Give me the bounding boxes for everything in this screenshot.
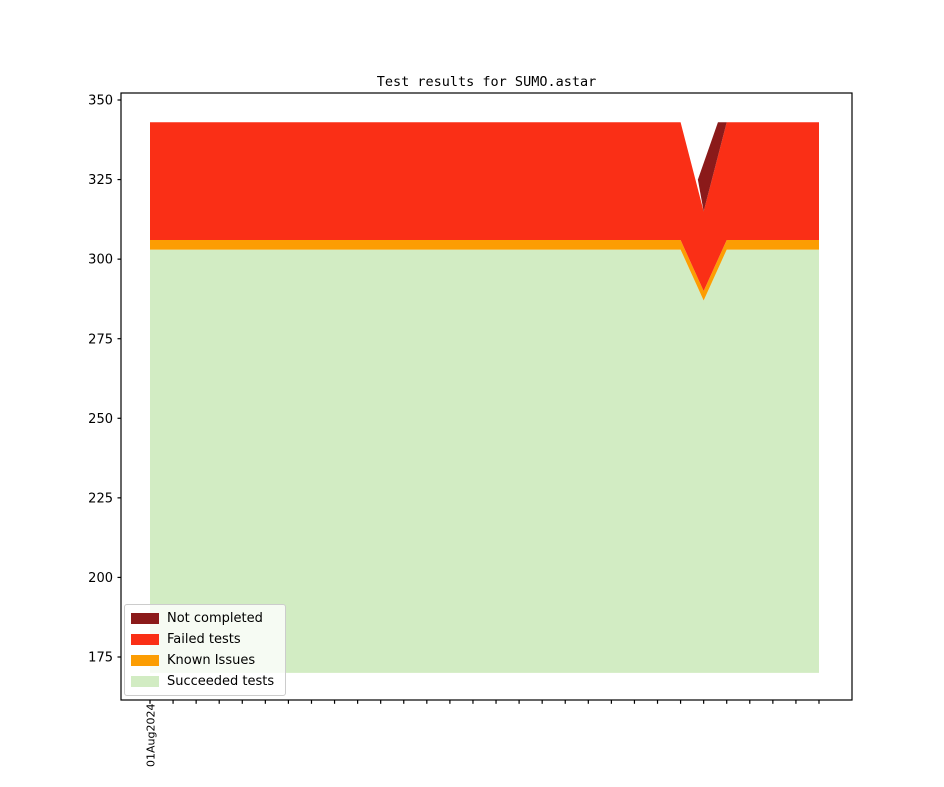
- legend-label: Succeeded tests: [167, 674, 275, 689]
- y-tick-label: 350: [88, 94, 113, 109]
- area-failed-tests: [150, 122, 819, 291]
- y-tick-label: 300: [88, 253, 113, 268]
- y-tick-label: 225: [88, 491, 113, 506]
- area-not-completed: [697, 122, 727, 212]
- area-succeeded-tests: [150, 249, 819, 673]
- legend-item: Not completed: [131, 608, 279, 629]
- chart-title: Test results for SUMO.astar: [376, 74, 597, 90]
- y-tick-label: 175: [88, 651, 113, 666]
- legend-swatch: [131, 655, 159, 666]
- legend-item: Failed tests: [131, 629, 279, 650]
- x-tick-label-date: 01Aug2024: [145, 704, 158, 767]
- x-axis-labels: 01Aug2024: [145, 704, 158, 767]
- y-tick-label: 275: [88, 332, 113, 347]
- y-tick-label: 250: [88, 412, 113, 427]
- y-tick-label: 325: [88, 173, 113, 188]
- legend-swatch: [131, 613, 159, 624]
- legend: Not completed Failed tests Known Issues Suc…: [124, 604, 286, 696]
- x-axis-ticks: [149, 700, 820, 704]
- legend-item: Known Issues: [131, 650, 279, 671]
- y-axis-ticks: 350 325 300 275 250 225 200 175: [88, 94, 121, 666]
- y-tick-label: 200: [88, 571, 113, 586]
- legend-item: Succeeded tests: [131, 671, 279, 692]
- stacked-areas: [150, 122, 819, 673]
- legend-swatch: [131, 634, 159, 645]
- area-known-issues: [150, 240, 819, 301]
- plot-border: [120, 92, 853, 701]
- legend-label: Not completed: [167, 611, 263, 626]
- legend-label: Known Issues: [167, 653, 256, 668]
- legend-swatch: [131, 676, 159, 687]
- legend-label: Failed tests: [167, 632, 241, 647]
